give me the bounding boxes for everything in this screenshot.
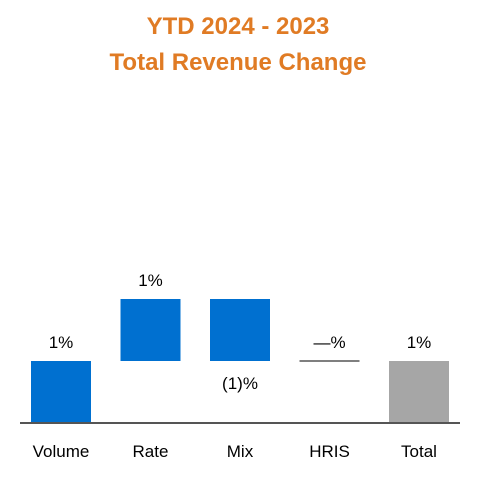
chart-title-line-1: YTD 2024 - 2023	[147, 13, 330, 40]
bars-group	[31, 299, 449, 423]
data-label-hris: —%	[313, 333, 345, 352]
x-tick-volume: Volume	[33, 442, 90, 461]
data-label-total: 1%	[407, 333, 432, 352]
x-tick-rate: Rate	[133, 442, 169, 461]
bar-rate	[121, 299, 181, 361]
bar-total	[389, 361, 449, 423]
category-labels-group: Volume Rate Mix HRIS Total	[33, 442, 437, 461]
bar-volume	[31, 361, 91, 423]
data-label-rate: 1%	[138, 271, 163, 290]
x-tick-hris: HRIS	[309, 442, 350, 461]
chart-title-line-2: Total Revenue Change	[110, 49, 367, 76]
x-tick-mix: Mix	[227, 442, 254, 461]
x-tick-total: Total	[401, 442, 437, 461]
bar-mix	[210, 299, 270, 361]
data-label-mix: (1)%	[222, 374, 258, 393]
data-label-volume: 1%	[49, 333, 74, 352]
